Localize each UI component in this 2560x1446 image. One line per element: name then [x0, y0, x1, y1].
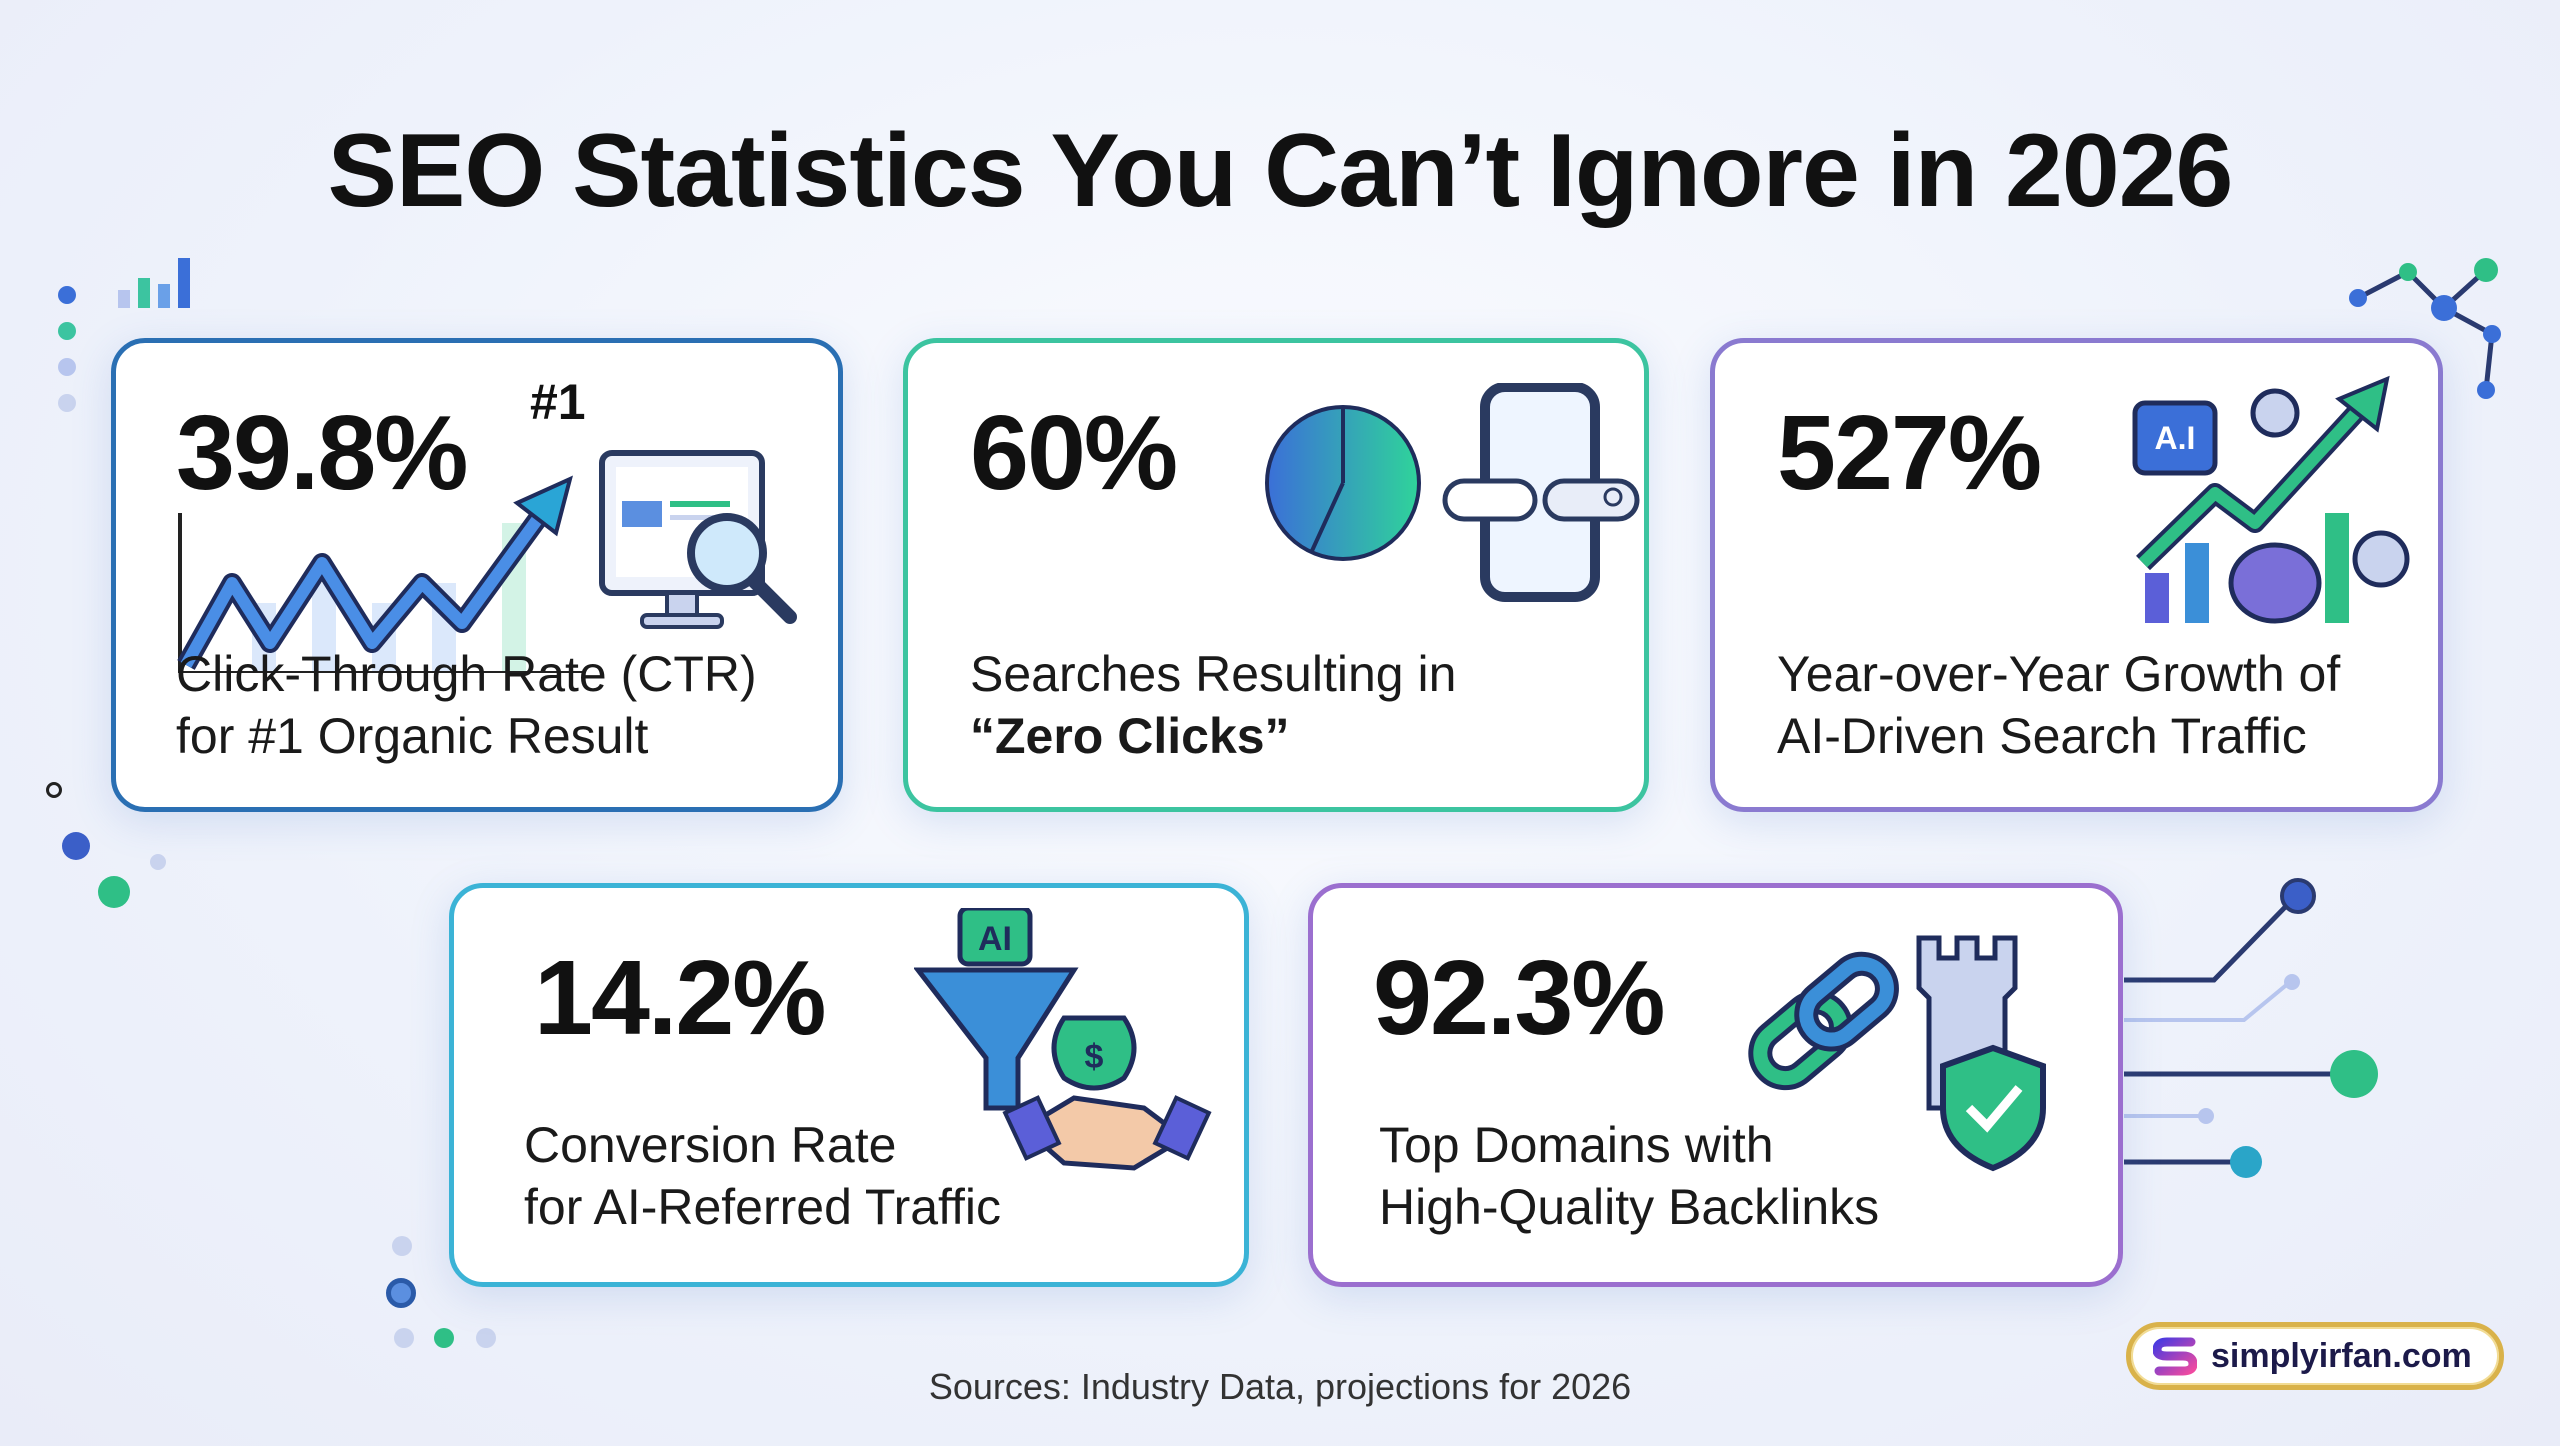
brand-logo-icon: [2153, 1337, 2197, 1376]
brand-badge[interactable]: simplyirfan.com: [2126, 1322, 2504, 1390]
network-nodes-icon: [2349, 258, 2501, 399]
ai-chip-text: AI: [978, 920, 1012, 958]
decor-dot: [476, 1328, 496, 1348]
decor-dot: [46, 782, 62, 798]
decor-dot: [58, 286, 76, 304]
stat-card-ai-conversion: 14.2% AI $ Conversion Rate for AI-Referre…: [449, 883, 1249, 1287]
stat-label: Top Domains with High-Quality Backlinks: [1379, 1117, 1880, 1235]
stat-card-zero-clicks: 60% Searches Resulting in “Zero Clicks”: [903, 338, 1649, 812]
trend-chart-monitor-magnifier-icon: [177, 450, 797, 673]
stat-value: 92.3%: [1373, 939, 1666, 1057]
stat-label: Year-over-Year Growth of AI-Driven Search…: [1777, 646, 2341, 764]
stat-value: 527%: [1777, 394, 2042, 512]
ai-funnel-money-handshake-icon: AI $: [914, 908, 1212, 1171]
stat-value: 14.2%: [534, 939, 827, 1057]
decor-dot: [386, 1278, 416, 1308]
circuit-lines-icon: [2124, 878, 2378, 1178]
pie-chart-phone-search-icon: [1265, 383, 1640, 602]
sources-note: Sources: Industry Data, projections for …: [928, 1366, 1632, 1407]
decor-dot: [62, 832, 90, 860]
ai-chip-text: A.I: [2155, 420, 2196, 456]
decor-dot: [58, 394, 76, 412]
svg-text:$: $: [1085, 1038, 1104, 1076]
brand-name: simplyirfan.com: [2211, 1336, 2472, 1375]
page-title: SEO Statistics You Can’t Ignore in 2026: [327, 113, 2234, 229]
decor-dot: [58, 322, 76, 340]
decor-dot: [394, 1328, 414, 1348]
ai-chip-growth-brain-gears-icon: A.I: [2132, 375, 2410, 624]
stat-card-ctr: 39.8% #1 Click-Through Rate (CTR) for #1 …: [111, 338, 843, 812]
stat-value: 60%: [970, 394, 1178, 512]
decor-dot: [150, 854, 166, 870]
rank-badge: #1: [530, 374, 586, 430]
stat-label: Click-Through Rate (CTR) for #1 Organic R…: [176, 646, 757, 764]
stat-label: Conversion Rate for AI-Referred Traffic: [524, 1117, 1002, 1235]
link-tower-shield-icon: [1748, 935, 2046, 1172]
decor-dot: [58, 358, 76, 376]
bar-signal-icon: [118, 258, 190, 308]
stat-value: 39.8%: [176, 394, 469, 512]
decor-dot: [392, 1236, 412, 1256]
stat-label: Searches Resulting in “Zero Clicks”: [970, 646, 1457, 764]
stat-card-ai-growth: 527% A.I Year-over-Year Growth of AI-Driv…: [1710, 338, 2443, 812]
decor-dot: [98, 876, 130, 908]
stat-card-backlinks: 92.3% Top Domains with High-Quality Backl…: [1308, 883, 2123, 1287]
decor-dot: [434, 1328, 454, 1348]
